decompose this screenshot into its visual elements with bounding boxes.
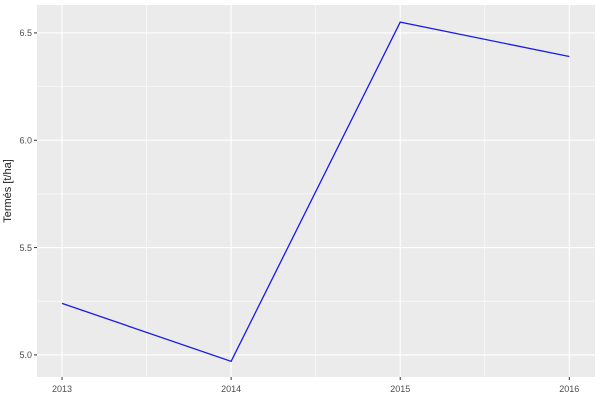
x-tick-label: 2016 [559, 384, 579, 394]
y-tick-label: 5.0 [19, 350, 32, 360]
x-tick-label: 2013 [52, 384, 72, 394]
major-gridlines [37, 5, 595, 377]
axis-tick-marks [34, 32, 570, 380]
data-line-series [61, 21, 570, 363]
y-tick-label: 5.5 [19, 243, 32, 253]
y-tick-label: 6.0 [19, 135, 32, 145]
y-axis-tick-labels: 5.0 5.5 6.0 6.5 [19, 28, 32, 360]
x-tick-label: 2015 [390, 384, 410, 394]
x-axis-tick-labels: 2013 2014 2015 2016 [52, 384, 579, 394]
y-tick-label: 6.5 [19, 28, 32, 38]
y-axis-title: Termés [t/ha] [2, 159, 14, 223]
x-tick-label: 2014 [221, 384, 241, 394]
